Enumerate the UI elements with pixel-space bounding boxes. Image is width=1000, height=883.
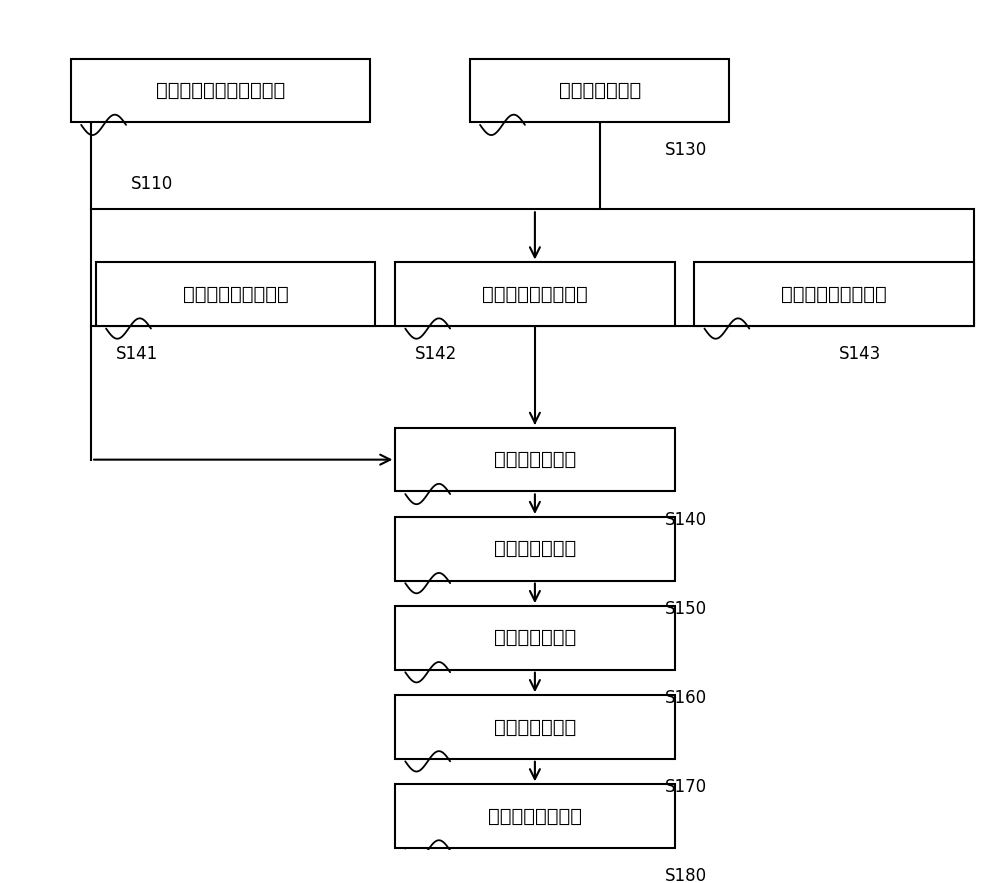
Text: S170: S170 (665, 778, 707, 796)
Text: 分析岩石相分布: 分析岩石相分布 (494, 629, 576, 647)
Bar (395, 517, 675, 581)
Text: S110: S110 (131, 176, 173, 193)
Text: 分析岩石相碳质分级: 分析岩石相碳质分级 (482, 284, 588, 304)
Bar (395, 695, 675, 758)
Bar (395, 784, 675, 848)
Text: S143: S143 (839, 345, 881, 363)
Text: 划分岩石相类型: 划分岩石相类型 (494, 450, 576, 469)
Text: 建立岩石相分类命名规则: 建立岩石相分类命名规则 (156, 81, 285, 100)
Text: 描述岩石相特征: 描述岩石相特征 (494, 540, 576, 558)
Bar (91, 209, 974, 326)
Text: S160: S160 (665, 689, 707, 706)
Text: 识别岩石相界面: 识别岩石相界面 (559, 81, 641, 100)
Text: S142: S142 (415, 345, 457, 363)
Text: S141: S141 (116, 345, 158, 363)
Text: 综合评价岩石相: 综合评价岩石相 (494, 718, 576, 736)
Text: S140: S140 (665, 510, 707, 529)
Text: 提出压裂施工建议: 提出压裂施工建议 (488, 806, 582, 826)
Text: S130: S130 (665, 141, 707, 160)
Text: 分析岩石相基本类型: 分析岩石相基本类型 (183, 284, 289, 304)
Bar (470, 58, 729, 123)
Text: 分析岩石相硅贤分级: 分析岩石相硅贤分级 (781, 284, 887, 304)
Bar (71, 58, 370, 123)
Text: S150: S150 (665, 600, 707, 618)
Bar (694, 262, 974, 326)
Bar (395, 606, 675, 669)
Bar (96, 262, 375, 326)
Text: S180: S180 (665, 867, 707, 883)
Bar (395, 428, 675, 492)
Bar (395, 262, 675, 326)
